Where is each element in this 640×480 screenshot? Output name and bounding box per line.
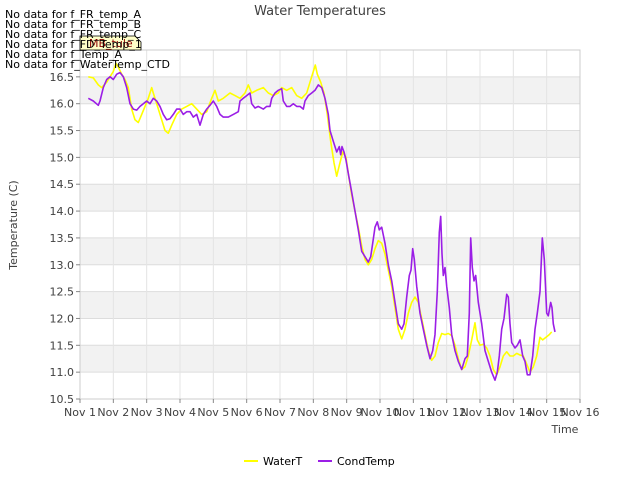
series-line-condtemp xyxy=(87,71,556,381)
tooltip-box xyxy=(79,35,142,51)
no-data-message: No data for f_Temp_A xyxy=(5,48,123,61)
y-tick-label: 12.5 xyxy=(50,286,75,299)
y-tick-label: 15.0 xyxy=(50,151,75,164)
no-data-message: No data for f_FR_temp_C xyxy=(5,28,141,41)
x-tick-label: Nov 8 xyxy=(297,406,329,419)
legend-label-watert: WaterT xyxy=(263,455,303,468)
legend: WaterT CondTemp xyxy=(244,455,395,468)
x-tick-label: Nov 10 xyxy=(361,406,400,419)
y-tick-label: 14.0 xyxy=(50,205,75,218)
background-bands xyxy=(80,76,580,373)
y-tick-label: 11.5 xyxy=(50,339,75,352)
y-tick-label: 10.5 xyxy=(50,393,75,406)
y-tick-label: 13.0 xyxy=(50,259,75,272)
background-band xyxy=(80,184,580,212)
tooltip-label: MB_tule xyxy=(89,37,133,50)
x-tick-label: Nov 2 xyxy=(97,406,129,419)
y-axis-label: Temperature (C) xyxy=(7,180,20,270)
x-tick-label: Nov 13 xyxy=(461,406,500,419)
x-axis: Nov 1 Nov 2 Nov 3 Nov 4 Nov 5 Nov 6 Nov 7 Nov 8… xyxy=(64,399,599,419)
y-tick-label: 14.5 xyxy=(50,178,75,191)
no-data-messages: No data for f_FR_temp_A No data for f_FR… xyxy=(5,8,170,71)
y-axis: 10.5 11.0 11.5 12.0 12.5 13.0 13.5 14.0 14.5 15.0… xyxy=(50,71,80,406)
y-tick-label: 12.0 xyxy=(50,312,75,325)
x-tick-label: Nov 11 xyxy=(394,406,433,419)
y-tick-label: 15.5 xyxy=(50,125,75,138)
x-tick-label: Nov 14 xyxy=(494,406,533,419)
x-tick-label: Nov 9 xyxy=(331,406,363,419)
no-data-message: No data for f_WaterTemp_CTD xyxy=(5,58,170,71)
series-line-watert xyxy=(88,62,553,376)
x-tick-label: Nov 16 xyxy=(561,406,600,419)
y-tick-label: 16.0 xyxy=(50,98,75,111)
y-tick-label: 16.5 xyxy=(50,71,75,84)
x-tick-label: Nov 7 xyxy=(264,406,296,419)
background-band xyxy=(80,237,580,265)
x-tick-label: Nov 1 xyxy=(64,406,96,419)
y-tick-label: 13.5 xyxy=(50,232,75,245)
no-data-message: No data for f_FR_temp_B xyxy=(5,18,141,31)
chart-title: Water Temperatures xyxy=(254,4,386,19)
x-tick-label: Nov 6 xyxy=(231,406,263,419)
x-tick-label: Nov 15 xyxy=(527,406,566,419)
background-band xyxy=(80,291,580,319)
no-data-message: No data for f_FR_temp_A xyxy=(5,8,141,21)
x-tick-label: Nov 5 xyxy=(197,406,229,419)
x-tick-label: Nov 3 xyxy=(131,406,163,419)
plot-area-frame xyxy=(79,49,581,400)
legend-label-condtemp: CondTemp xyxy=(337,455,395,468)
no-data-message: No data for f_FD_Temp_1 xyxy=(5,38,142,51)
background-band xyxy=(80,76,580,104)
x-axis-label: Time xyxy=(551,423,579,436)
x-tick-label: Nov 4 xyxy=(164,406,196,419)
background-band xyxy=(80,345,580,373)
series-lines xyxy=(87,62,556,381)
y-tick-label: 11.0 xyxy=(50,366,75,379)
x-tick-label: Nov 12 xyxy=(427,406,466,419)
series-tooltip: MB_tule xyxy=(79,35,142,51)
